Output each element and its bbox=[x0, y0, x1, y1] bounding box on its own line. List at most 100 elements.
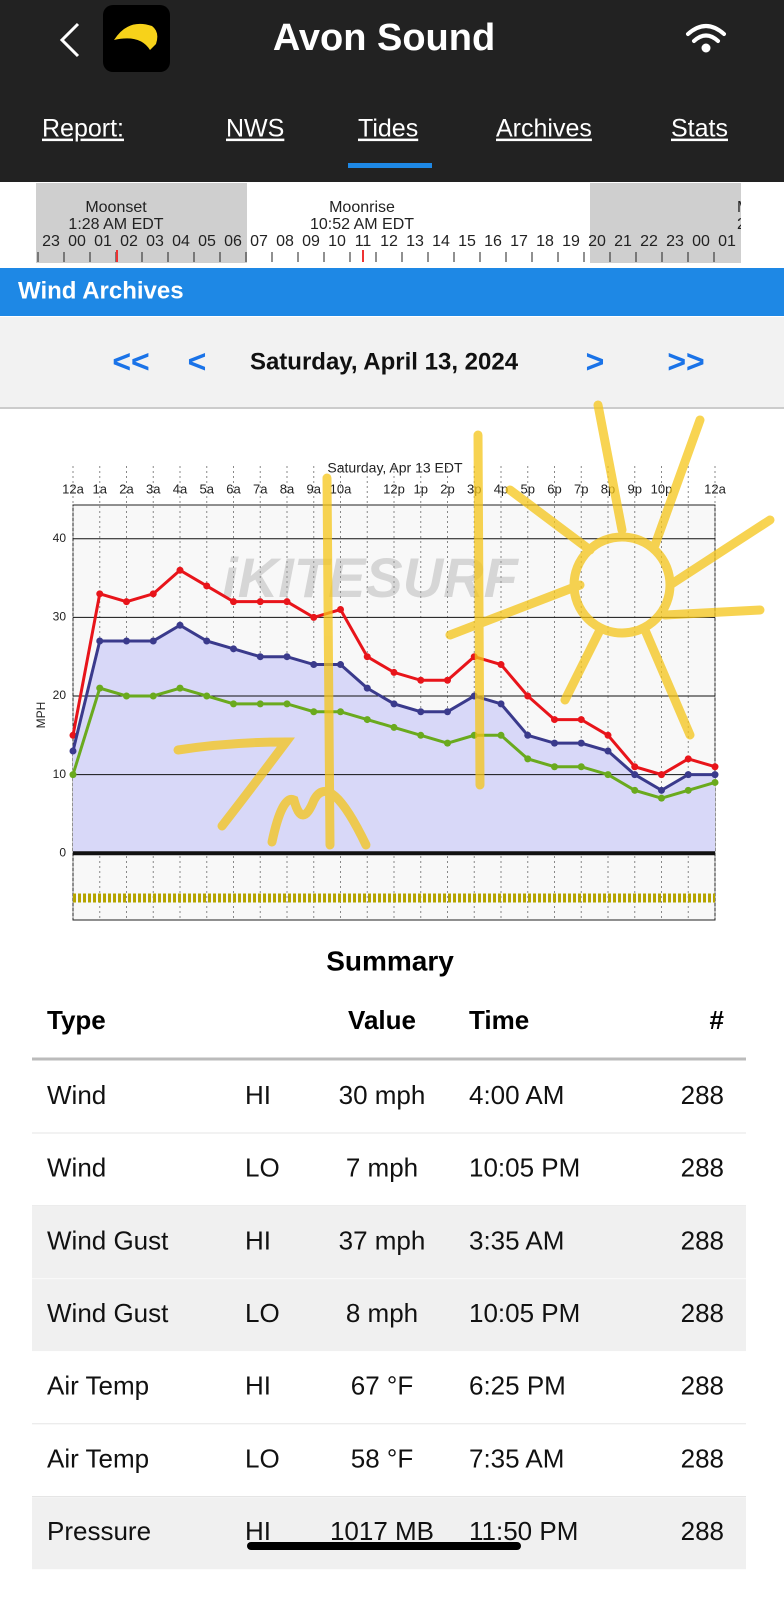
row-shade bbox=[32, 1279, 746, 1352]
wind-point bbox=[123, 598, 130, 606]
nav-tab[interactable]: NWS bbox=[226, 115, 284, 143]
wind-point bbox=[577, 739, 585, 747]
wind-point bbox=[417, 708, 425, 716]
table-cell: Air Temp bbox=[47, 1443, 149, 1473]
table-cell: 67 °F bbox=[351, 1371, 413, 1401]
wind-point bbox=[604, 771, 612, 779]
hour-label: 12 bbox=[380, 233, 398, 250]
wind-point bbox=[631, 786, 639, 794]
table-cell: Wind bbox=[47, 1080, 106, 1110]
table-cell: 7:35 AM bbox=[469, 1443, 564, 1473]
wind-point bbox=[69, 747, 77, 755]
table-cell: HI bbox=[245, 1516, 271, 1546]
hour-label: 23 bbox=[42, 233, 60, 250]
table-cell: 3:35 AM bbox=[469, 1225, 564, 1255]
event-time: 10:52 AM EDT bbox=[310, 216, 414, 233]
event-name: Moonset bbox=[85, 199, 147, 216]
wind-point bbox=[256, 598, 264, 606]
table-cell: HI bbox=[245, 1080, 271, 1110]
table-cell: LO bbox=[245, 1443, 280, 1473]
y-tick-label: 20 bbox=[53, 688, 67, 702]
hour-label: 20 bbox=[588, 233, 606, 250]
night-shade bbox=[36, 183, 247, 263]
chart: Saturday, Apr 13 EDT 12a 1a 2a 3a 4a 5a 6a 7a 8a 9… bbox=[34, 460, 727, 921]
wind-point bbox=[524, 731, 532, 739]
row-shade bbox=[32, 1206, 746, 1279]
hour-label: 08 bbox=[276, 233, 294, 250]
table-cell: Pressure bbox=[47, 1516, 151, 1546]
wind-point bbox=[551, 739, 558, 747]
wind-point bbox=[417, 731, 425, 739]
table-cell: 288 bbox=[681, 1080, 724, 1110]
hour-label: 23 bbox=[666, 233, 684, 250]
kite-logo bbox=[114, 23, 158, 50]
wind-point bbox=[96, 684, 104, 692]
hour-label: 05 bbox=[198, 233, 216, 250]
table-cell: 8 mph bbox=[346, 1298, 418, 1328]
wind-point bbox=[363, 653, 371, 661]
wind-point bbox=[123, 637, 130, 645]
wind-point bbox=[711, 763, 719, 771]
x-tick-label: 1p bbox=[414, 481, 428, 496]
x-tick-label: 9a bbox=[307, 481, 322, 496]
hour-label: 04 bbox=[172, 233, 190, 250]
back-button[interactable] bbox=[59, 22, 80, 58]
now-marker bbox=[362, 250, 364, 262]
date-nav-button[interactable]: << bbox=[112, 343, 149, 379]
wind-point bbox=[551, 763, 558, 771]
hour-label: 03 bbox=[146, 233, 164, 250]
nav-tab[interactable]: Stats bbox=[671, 115, 728, 143]
nav-tab: Report: bbox=[42, 115, 124, 143]
hour-label: 00 bbox=[68, 233, 86, 250]
table-cell: 1017 MB bbox=[330, 1516, 434, 1546]
event-name: Moonrise bbox=[329, 199, 395, 216]
x-tick-label: 4a bbox=[173, 481, 188, 496]
date-nav-button[interactable]: > bbox=[586, 343, 605, 379]
wind-point bbox=[711, 778, 719, 786]
wind-point bbox=[604, 731, 612, 739]
hour-label: 22 bbox=[640, 233, 658, 250]
date-nav-button[interactable]: >> bbox=[667, 343, 704, 379]
wind-point bbox=[230, 700, 237, 708]
event-time: 1:28 AM EDT bbox=[68, 216, 163, 233]
x-tick-label: 2a bbox=[119, 481, 134, 496]
wind-point bbox=[256, 700, 264, 708]
wind-point bbox=[363, 684, 371, 692]
wind-point bbox=[577, 763, 585, 771]
date-nav-button[interactable]: < bbox=[188, 343, 207, 379]
hour-label: 14 bbox=[432, 233, 450, 250]
nav-tab[interactable]: Archives bbox=[496, 115, 592, 143]
x-tick-label: 3a bbox=[146, 481, 161, 496]
date-bar bbox=[0, 317, 784, 408]
wind-point bbox=[497, 700, 505, 708]
hour-label: 09 bbox=[302, 233, 320, 250]
wind-point bbox=[96, 590, 104, 598]
column-header: Time bbox=[469, 1005, 529, 1035]
nav-tab[interactable]: Tides bbox=[358, 115, 418, 143]
table-cell: 7 mph bbox=[346, 1153, 418, 1183]
table-cell: 10:05 PM bbox=[469, 1153, 580, 1183]
active-tab-indicator bbox=[348, 163, 432, 168]
hour-label: 01 bbox=[718, 233, 736, 250]
wind-point bbox=[684, 771, 692, 779]
table-cell: LO bbox=[245, 1298, 280, 1328]
wind-point bbox=[283, 598, 291, 606]
edge-fade bbox=[741, 183, 784, 267]
chart-title: Saturday, Apr 13 EDT bbox=[327, 460, 463, 476]
wind-point bbox=[658, 771, 665, 779]
wind-point bbox=[149, 692, 157, 700]
wind-point bbox=[123, 692, 130, 700]
column-header: Value bbox=[348, 1005, 416, 1035]
wind-point bbox=[684, 786, 692, 794]
hour-label: 13 bbox=[406, 233, 424, 250]
table-cell: LO bbox=[245, 1153, 280, 1183]
hour-label: 01 bbox=[94, 233, 112, 250]
wind-area bbox=[73, 625, 715, 854]
x-tick-label: 7a bbox=[253, 481, 268, 496]
hour-label: 07 bbox=[250, 233, 268, 250]
section-title: Wind Archives bbox=[18, 277, 184, 304]
table-cell: Air Temp bbox=[47, 1371, 149, 1401]
hour-label: 10 bbox=[328, 233, 346, 250]
wind-point bbox=[444, 739, 451, 747]
